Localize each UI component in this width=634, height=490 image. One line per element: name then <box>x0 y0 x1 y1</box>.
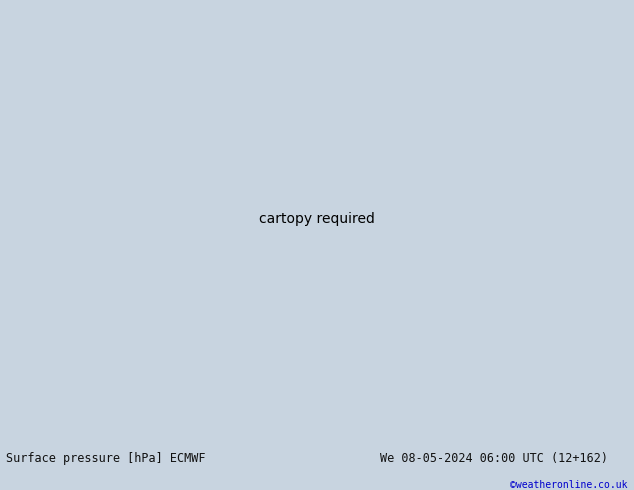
Text: cartopy required: cartopy required <box>259 212 375 226</box>
Text: Surface pressure [hPa] ECMWF: Surface pressure [hPa] ECMWF <box>6 452 206 465</box>
Text: We 08-05-2024 06:00 UTC (12+162): We 08-05-2024 06:00 UTC (12+162) <box>380 452 609 465</box>
Text: ©weatheronline.co.uk: ©weatheronline.co.uk <box>510 480 628 490</box>
